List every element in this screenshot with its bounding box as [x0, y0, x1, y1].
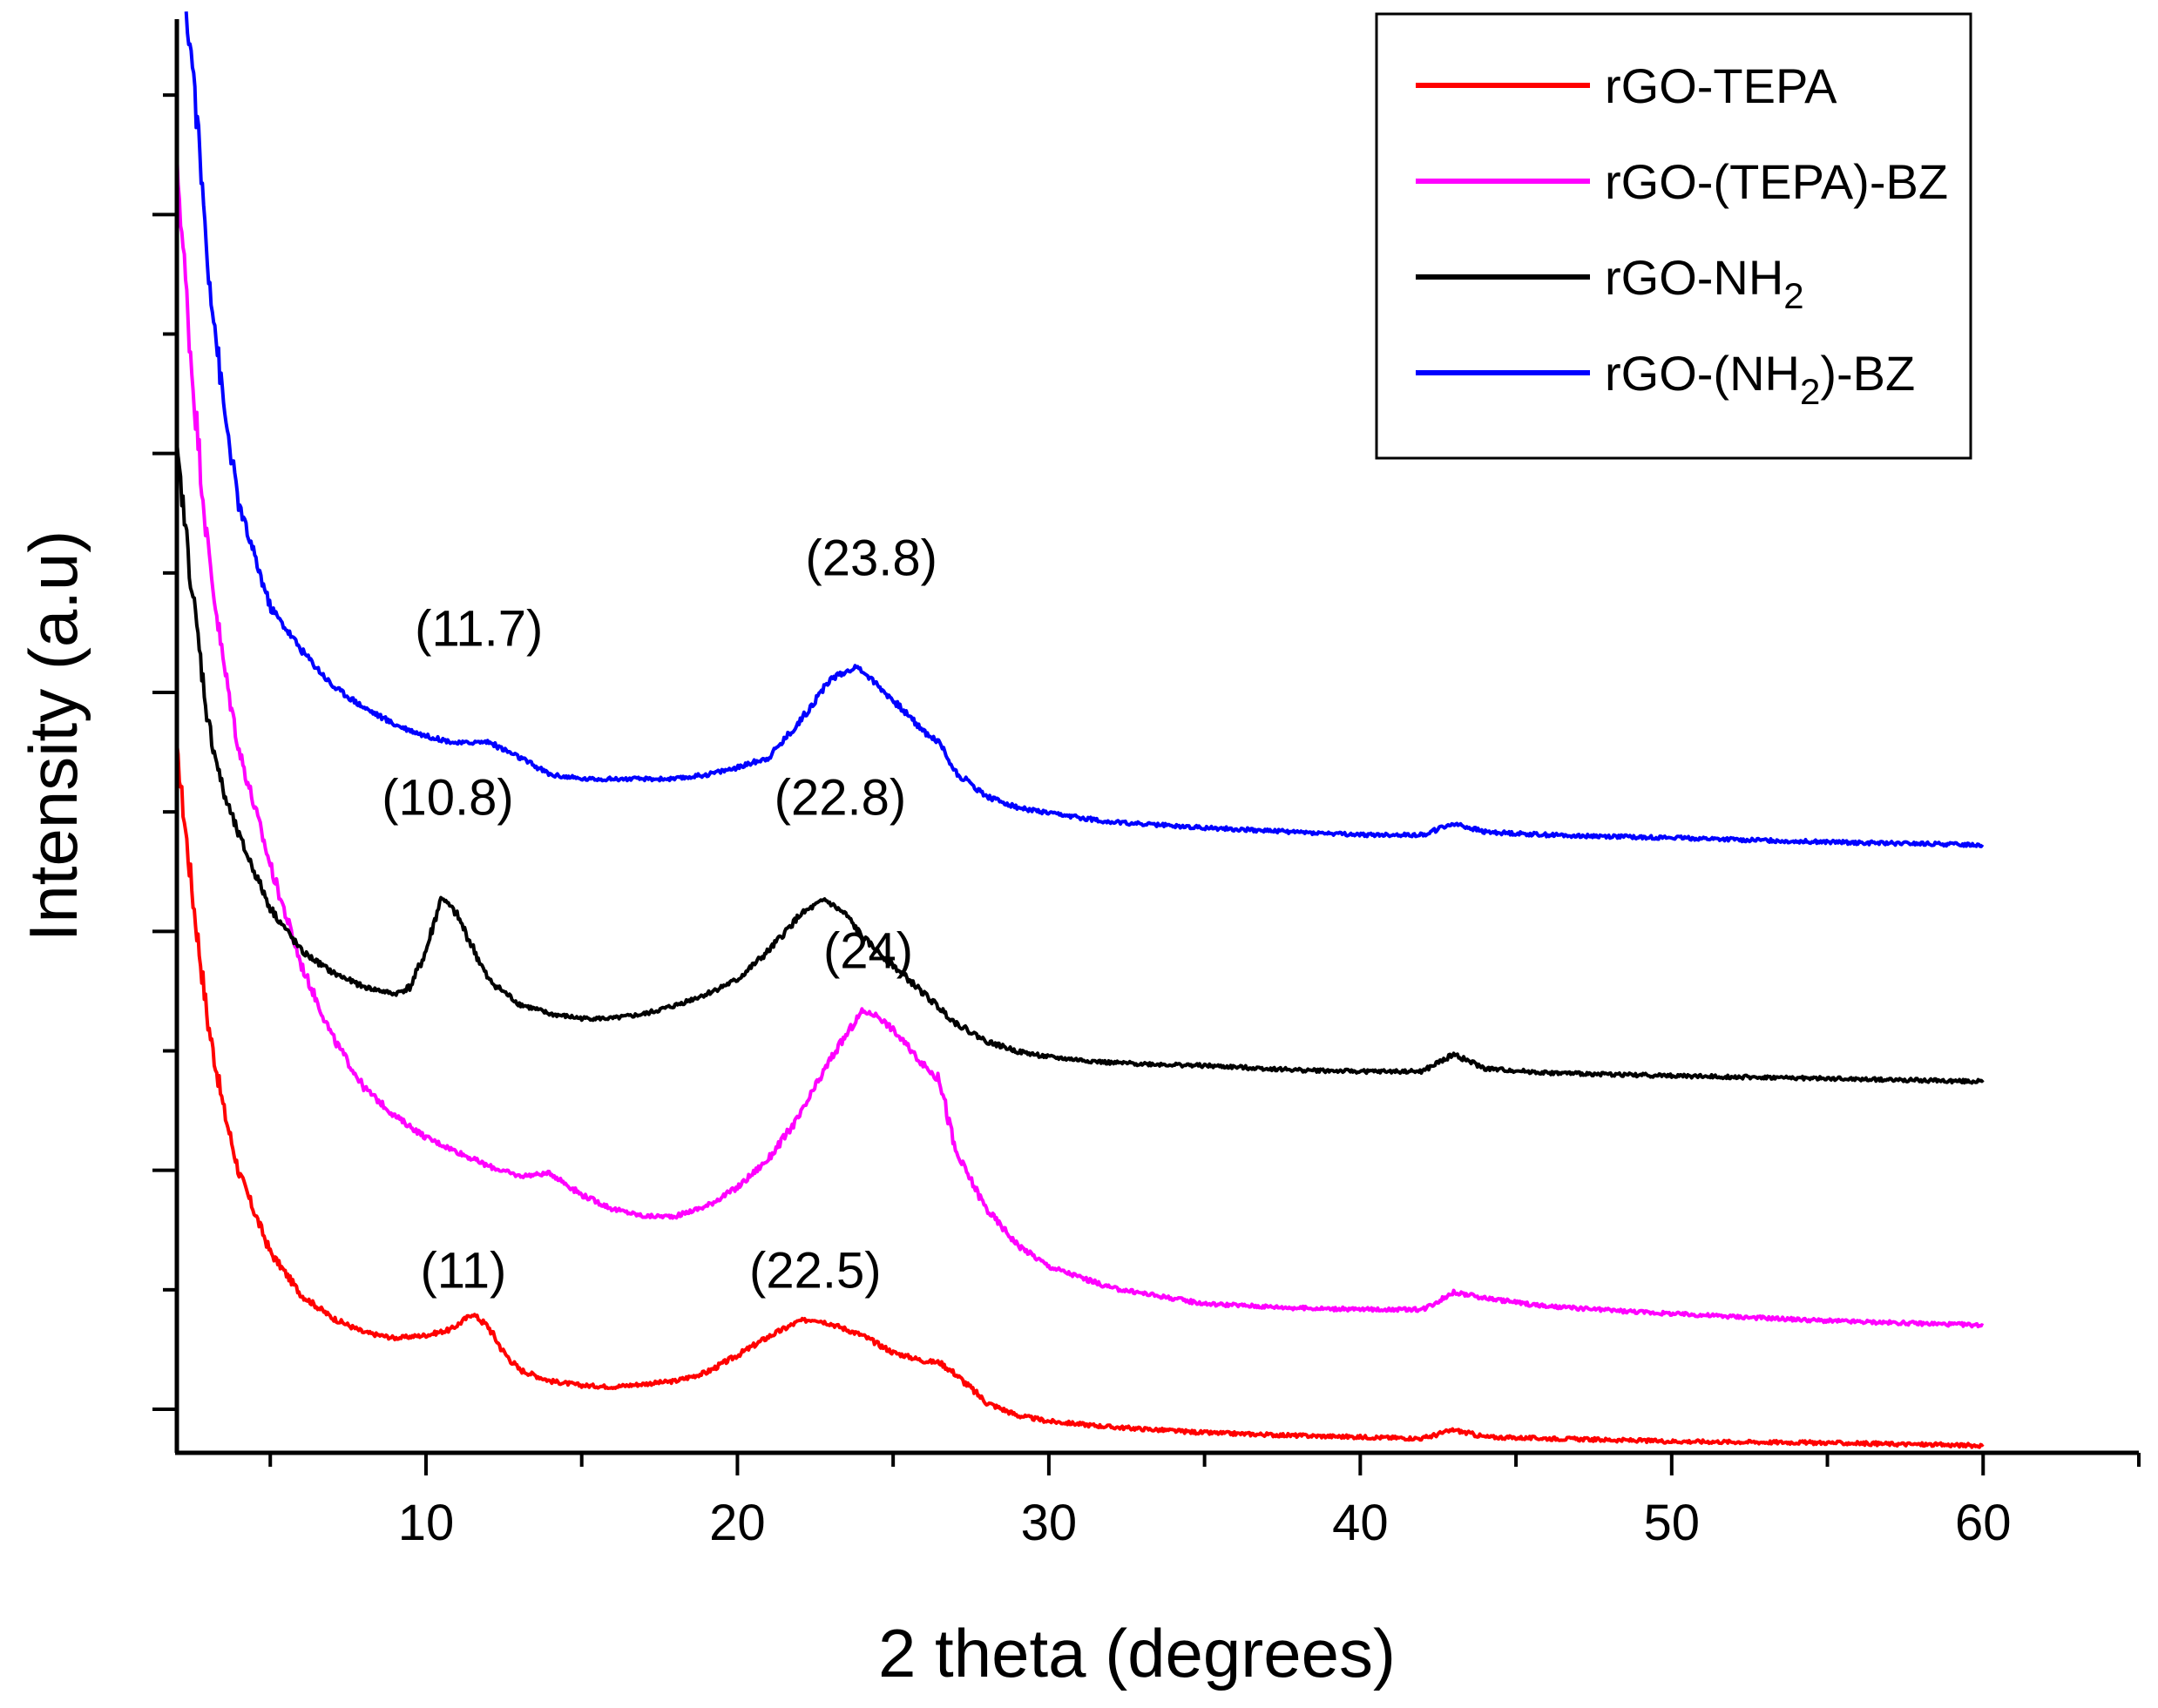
x-axis-title: 2 theta (degrees) [878, 1615, 1396, 1691]
peak-label: (22.8) [775, 770, 907, 827]
ticks: 10 20 30 40 50 60 [152, 93, 2141, 1551]
legend-label: rGO-NH2 [1605, 250, 1804, 316]
x-tick-label: 50 [1644, 1495, 1701, 1551]
peak-label: (10.8) [382, 770, 514, 827]
legend-label: rGO-(NH2)-BZ [1605, 346, 1915, 412]
series-layer [175, 11, 1985, 1449]
peak-label: (22.5) [749, 1243, 882, 1300]
series-line-rgo-tepa [175, 743, 1985, 1449]
legend-label: rGO-TEPA [1605, 58, 1837, 113]
series-line-rgo-nh2-bz [184, 11, 1985, 848]
peak-labels: (11.7) (23.8) (10.8) (22.8) (24) (11) (22.5) [382, 530, 937, 1300]
x-tick-label: 20 [709, 1495, 766, 1551]
peak-label: (23.8) [805, 530, 937, 587]
x-tick-label: 30 [1021, 1495, 1078, 1551]
series-line-rgo-tepa-bz [175, 152, 1985, 1329]
x-tick-label: 60 [1955, 1495, 2012, 1551]
legend-label: rGO-(TEPA)-BZ [1605, 154, 1948, 209]
peak-label: (24) [823, 923, 913, 980]
y-axis-title: Intensity (a.u) [15, 530, 91, 942]
axes [174, 19, 2139, 1455]
x-tick-label: 10 [398, 1495, 455, 1551]
series-line-rgo-nh2 [175, 442, 1985, 1085]
legend: rGO-TEPA rGO-(TEPA)-BZ rGO-NH2 rGO-(NH2)-BZ [1375, 12, 1972, 460]
x-tick-label: 40 [1332, 1495, 1389, 1551]
peak-label: (11) [420, 1243, 506, 1300]
peak-label: (11.7) [415, 600, 543, 657]
